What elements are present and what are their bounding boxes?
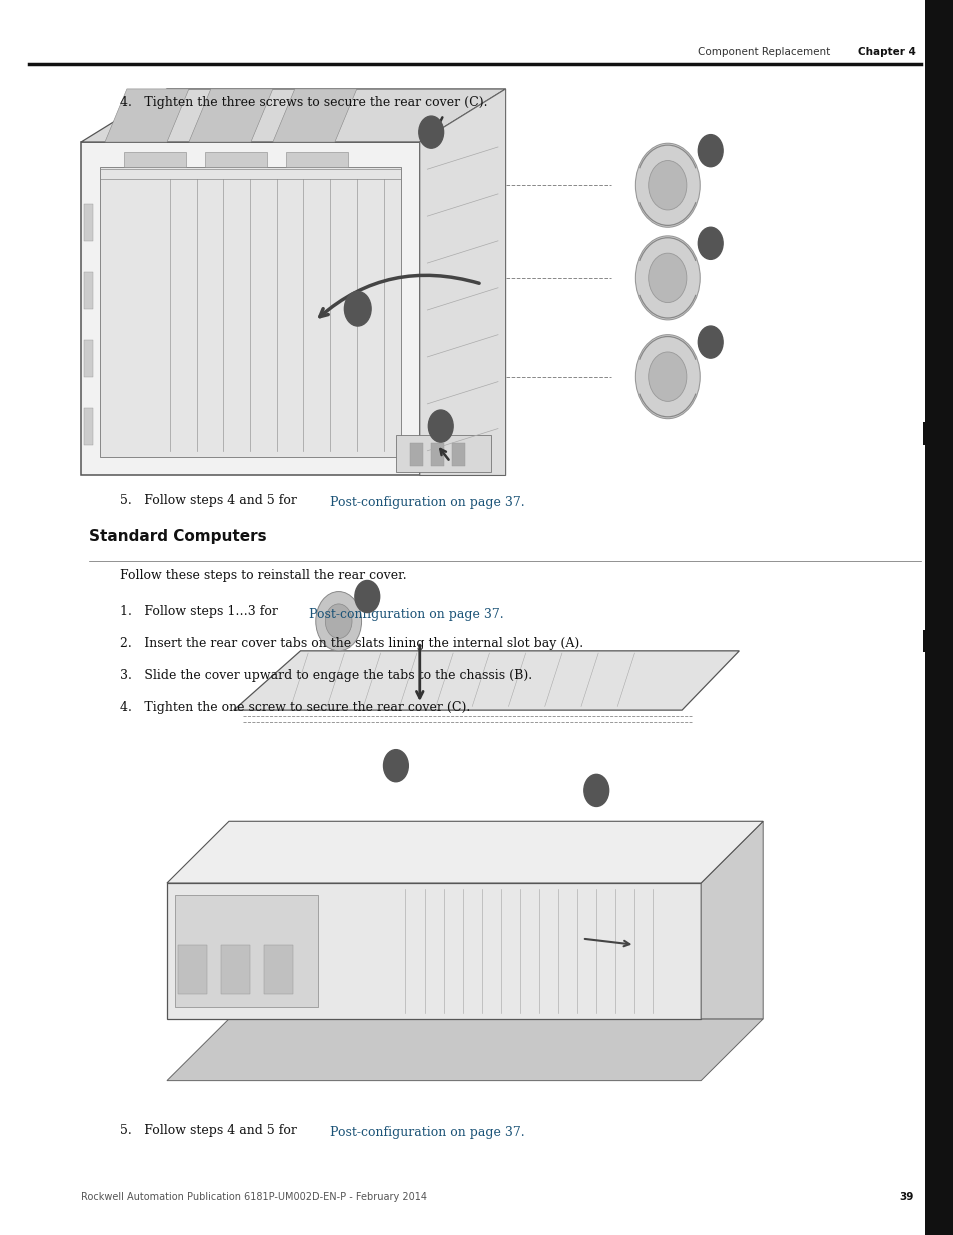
- Circle shape: [635, 143, 700, 227]
- Text: Chapter 4: Chapter 4: [857, 47, 915, 58]
- Text: A: A: [437, 421, 443, 431]
- Text: Post-configuration on page 37.: Post-configuration on page 37.: [330, 1126, 524, 1140]
- Circle shape: [315, 592, 361, 651]
- Text: Rockwell Automation Publication 6181P-UM002D-EN-P - February 2014: Rockwell Automation Publication 6181P-UM…: [81, 1192, 427, 1202]
- Text: 5. Follow steps 4 and 5 for: 5. Follow steps 4 and 5 for: [120, 1124, 300, 1137]
- FancyBboxPatch shape: [395, 435, 491, 472]
- Text: 4. Tighten the three screws to secure the rear cover (C).: 4. Tighten the three screws to secure th…: [120, 96, 487, 110]
- FancyBboxPatch shape: [452, 443, 464, 466]
- FancyBboxPatch shape: [264, 945, 293, 994]
- Text: C: C: [707, 337, 713, 347]
- Circle shape: [698, 326, 722, 358]
- Circle shape: [383, 750, 408, 782]
- Polygon shape: [167, 1019, 762, 1081]
- Circle shape: [698, 227, 722, 259]
- FancyBboxPatch shape: [431, 443, 443, 466]
- Circle shape: [583, 774, 608, 806]
- Circle shape: [325, 604, 352, 638]
- Text: B: B: [355, 304, 360, 314]
- Polygon shape: [233, 651, 739, 710]
- Circle shape: [648, 161, 686, 210]
- Circle shape: [648, 352, 686, 401]
- FancyBboxPatch shape: [167, 883, 700, 1019]
- FancyBboxPatch shape: [84, 204, 93, 241]
- Text: A: A: [393, 761, 398, 771]
- Text: A: A: [428, 127, 434, 137]
- Text: Standard Computers: Standard Computers: [89, 529, 266, 543]
- Text: Component Replacement: Component Replacement: [697, 47, 829, 58]
- Text: C: C: [707, 238, 713, 248]
- Polygon shape: [189, 89, 273, 142]
- Text: 1. Follow steps 1…3 for: 1. Follow steps 1…3 for: [120, 605, 281, 619]
- FancyBboxPatch shape: [81, 142, 419, 475]
- Text: C: C: [364, 592, 370, 601]
- FancyBboxPatch shape: [221, 945, 250, 994]
- Text: Post-configuration on page 37.: Post-configuration on page 37.: [309, 608, 503, 621]
- Text: B: B: [593, 785, 598, 795]
- FancyBboxPatch shape: [84, 272, 93, 309]
- Circle shape: [635, 236, 700, 320]
- Text: 3. Slide the cover upward to engage the tabs to the chassis (B).: 3. Slide the cover upward to engage the …: [120, 669, 532, 683]
- Circle shape: [344, 291, 371, 326]
- Text: 2. Insert the rear cover tabs on the slats lining the internal slot bay (A).: 2. Insert the rear cover tabs on the sla…: [120, 637, 582, 651]
- Text: Follow these steps to reinstall the rear cover.: Follow these steps to reinstall the rear…: [120, 569, 406, 583]
- Text: 39: 39: [899, 1192, 913, 1202]
- FancyBboxPatch shape: [84, 340, 93, 377]
- Polygon shape: [700, 821, 762, 1019]
- FancyBboxPatch shape: [923, 630, 943, 652]
- Text: Post-configuration on page 37.: Post-configuration on page 37.: [330, 496, 524, 510]
- FancyBboxPatch shape: [410, 443, 422, 466]
- Polygon shape: [273, 89, 356, 142]
- Polygon shape: [81, 89, 505, 142]
- FancyBboxPatch shape: [923, 422, 943, 445]
- Text: 5. Follow steps 4 and 5 for: 5. Follow steps 4 and 5 for: [120, 494, 300, 508]
- Polygon shape: [419, 89, 505, 475]
- FancyBboxPatch shape: [286, 152, 348, 167]
- FancyBboxPatch shape: [178, 945, 207, 994]
- FancyBboxPatch shape: [205, 152, 267, 167]
- FancyBboxPatch shape: [100, 167, 400, 457]
- Polygon shape: [167, 821, 762, 883]
- Text: 4. Tighten the one screw to secure the rear cover (C).: 4. Tighten the one screw to secure the r…: [120, 701, 470, 715]
- Circle shape: [648, 253, 686, 303]
- FancyBboxPatch shape: [174, 895, 317, 1007]
- Circle shape: [698, 135, 722, 167]
- FancyBboxPatch shape: [924, 0, 953, 1235]
- FancyBboxPatch shape: [124, 152, 186, 167]
- Circle shape: [428, 410, 453, 442]
- Text: C: C: [707, 146, 713, 156]
- Polygon shape: [105, 89, 189, 142]
- Circle shape: [355, 580, 379, 613]
- Circle shape: [635, 335, 700, 419]
- FancyBboxPatch shape: [84, 408, 93, 445]
- Circle shape: [418, 116, 443, 148]
